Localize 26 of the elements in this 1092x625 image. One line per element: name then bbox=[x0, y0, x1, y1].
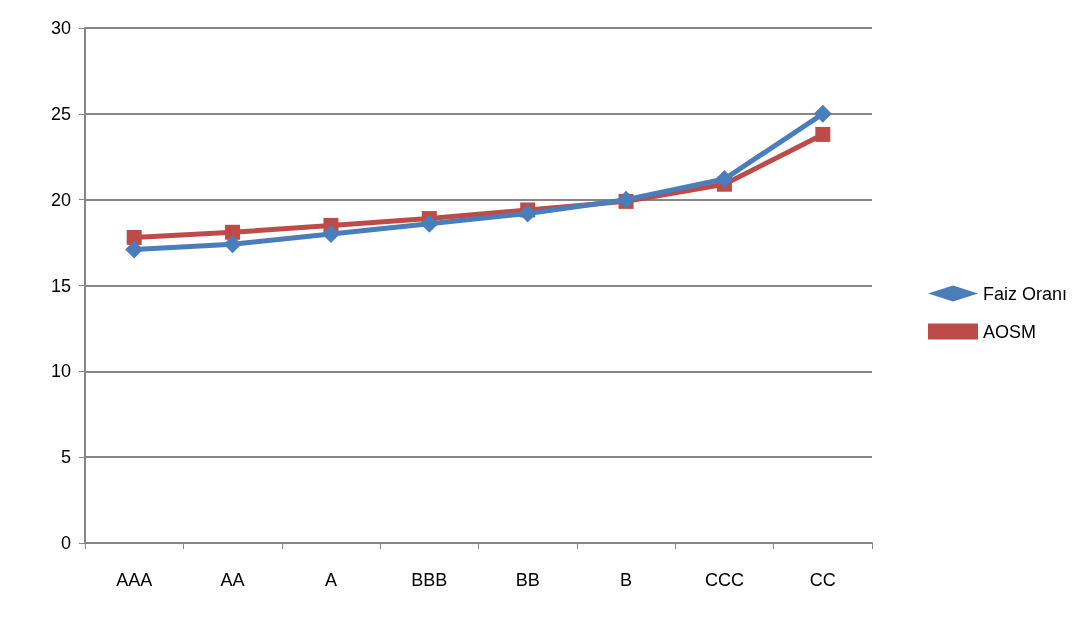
point bbox=[518, 204, 537, 223]
point bbox=[321, 225, 340, 243]
y-tick-label: 5 bbox=[60, 447, 71, 468]
legend-label: AOSM bbox=[982, 321, 1036, 342]
y-tick-label: 0 bbox=[60, 533, 71, 553]
legend-label: Faiz Oranı bbox=[982, 283, 1068, 304]
x-tick-label: CC bbox=[809, 570, 836, 590]
y-tick-label: 30 bbox=[50, 18, 71, 38]
x-tick-label: AA bbox=[220, 570, 245, 590]
point bbox=[223, 235, 242, 254]
point bbox=[715, 170, 734, 189]
point bbox=[815, 126, 831, 142]
y-tick-label: 10 bbox=[50, 361, 71, 382]
x-tick-label: BB bbox=[515, 570, 540, 590]
x-tick-label: A bbox=[324, 570, 337, 590]
x-tick-label: B bbox=[620, 570, 633, 590]
x-tick-label: CCC bbox=[704, 570, 744, 590]
y-tick-label: 15 bbox=[50, 275, 71, 296]
point bbox=[813, 104, 832, 123]
point bbox=[125, 240, 144, 259]
y-tick-label: 20 bbox=[50, 189, 71, 210]
x-tick-label: AAA bbox=[116, 570, 153, 590]
y-tick-label: 25 bbox=[50, 103, 71, 124]
point bbox=[126, 229, 142, 245]
x-tick-label: BBB bbox=[411, 570, 448, 590]
point bbox=[420, 214, 439, 233]
